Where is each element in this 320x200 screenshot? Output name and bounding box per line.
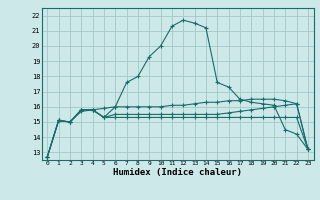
X-axis label: Humidex (Indice chaleur): Humidex (Indice chaleur) [113,168,242,177]
